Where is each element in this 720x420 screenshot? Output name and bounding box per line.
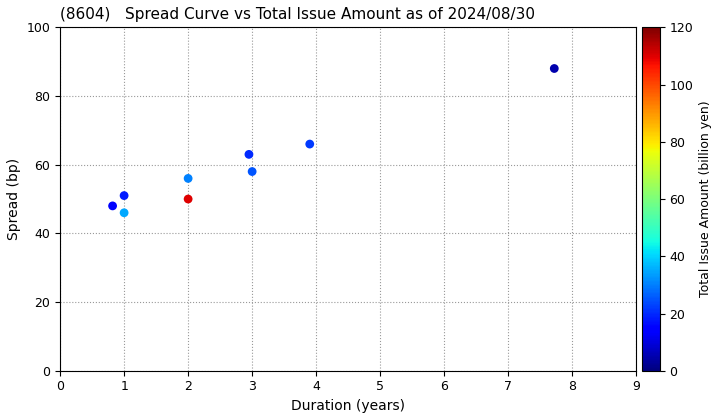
Point [182, 196, 194, 202]
X-axis label: Duration (years): Duration (years) [291, 399, 405, 413]
Point [118, 192, 130, 199]
Point [246, 168, 258, 175]
Point [107, 202, 118, 209]
Y-axis label: Total Issue Amount (billion yen): Total Issue Amount (billion yen) [698, 101, 711, 297]
Point [243, 151, 255, 158]
Point [304, 141, 315, 147]
Text: (8604)   Spread Curve vs Total Issue Amount as of 2024/08/30: (8604) Spread Curve vs Total Issue Amoun… [60, 7, 535, 22]
Point [182, 175, 194, 182]
Point [549, 65, 560, 72]
Point [118, 210, 130, 216]
Y-axis label: Spread (bp): Spread (bp) [7, 158, 21, 240]
